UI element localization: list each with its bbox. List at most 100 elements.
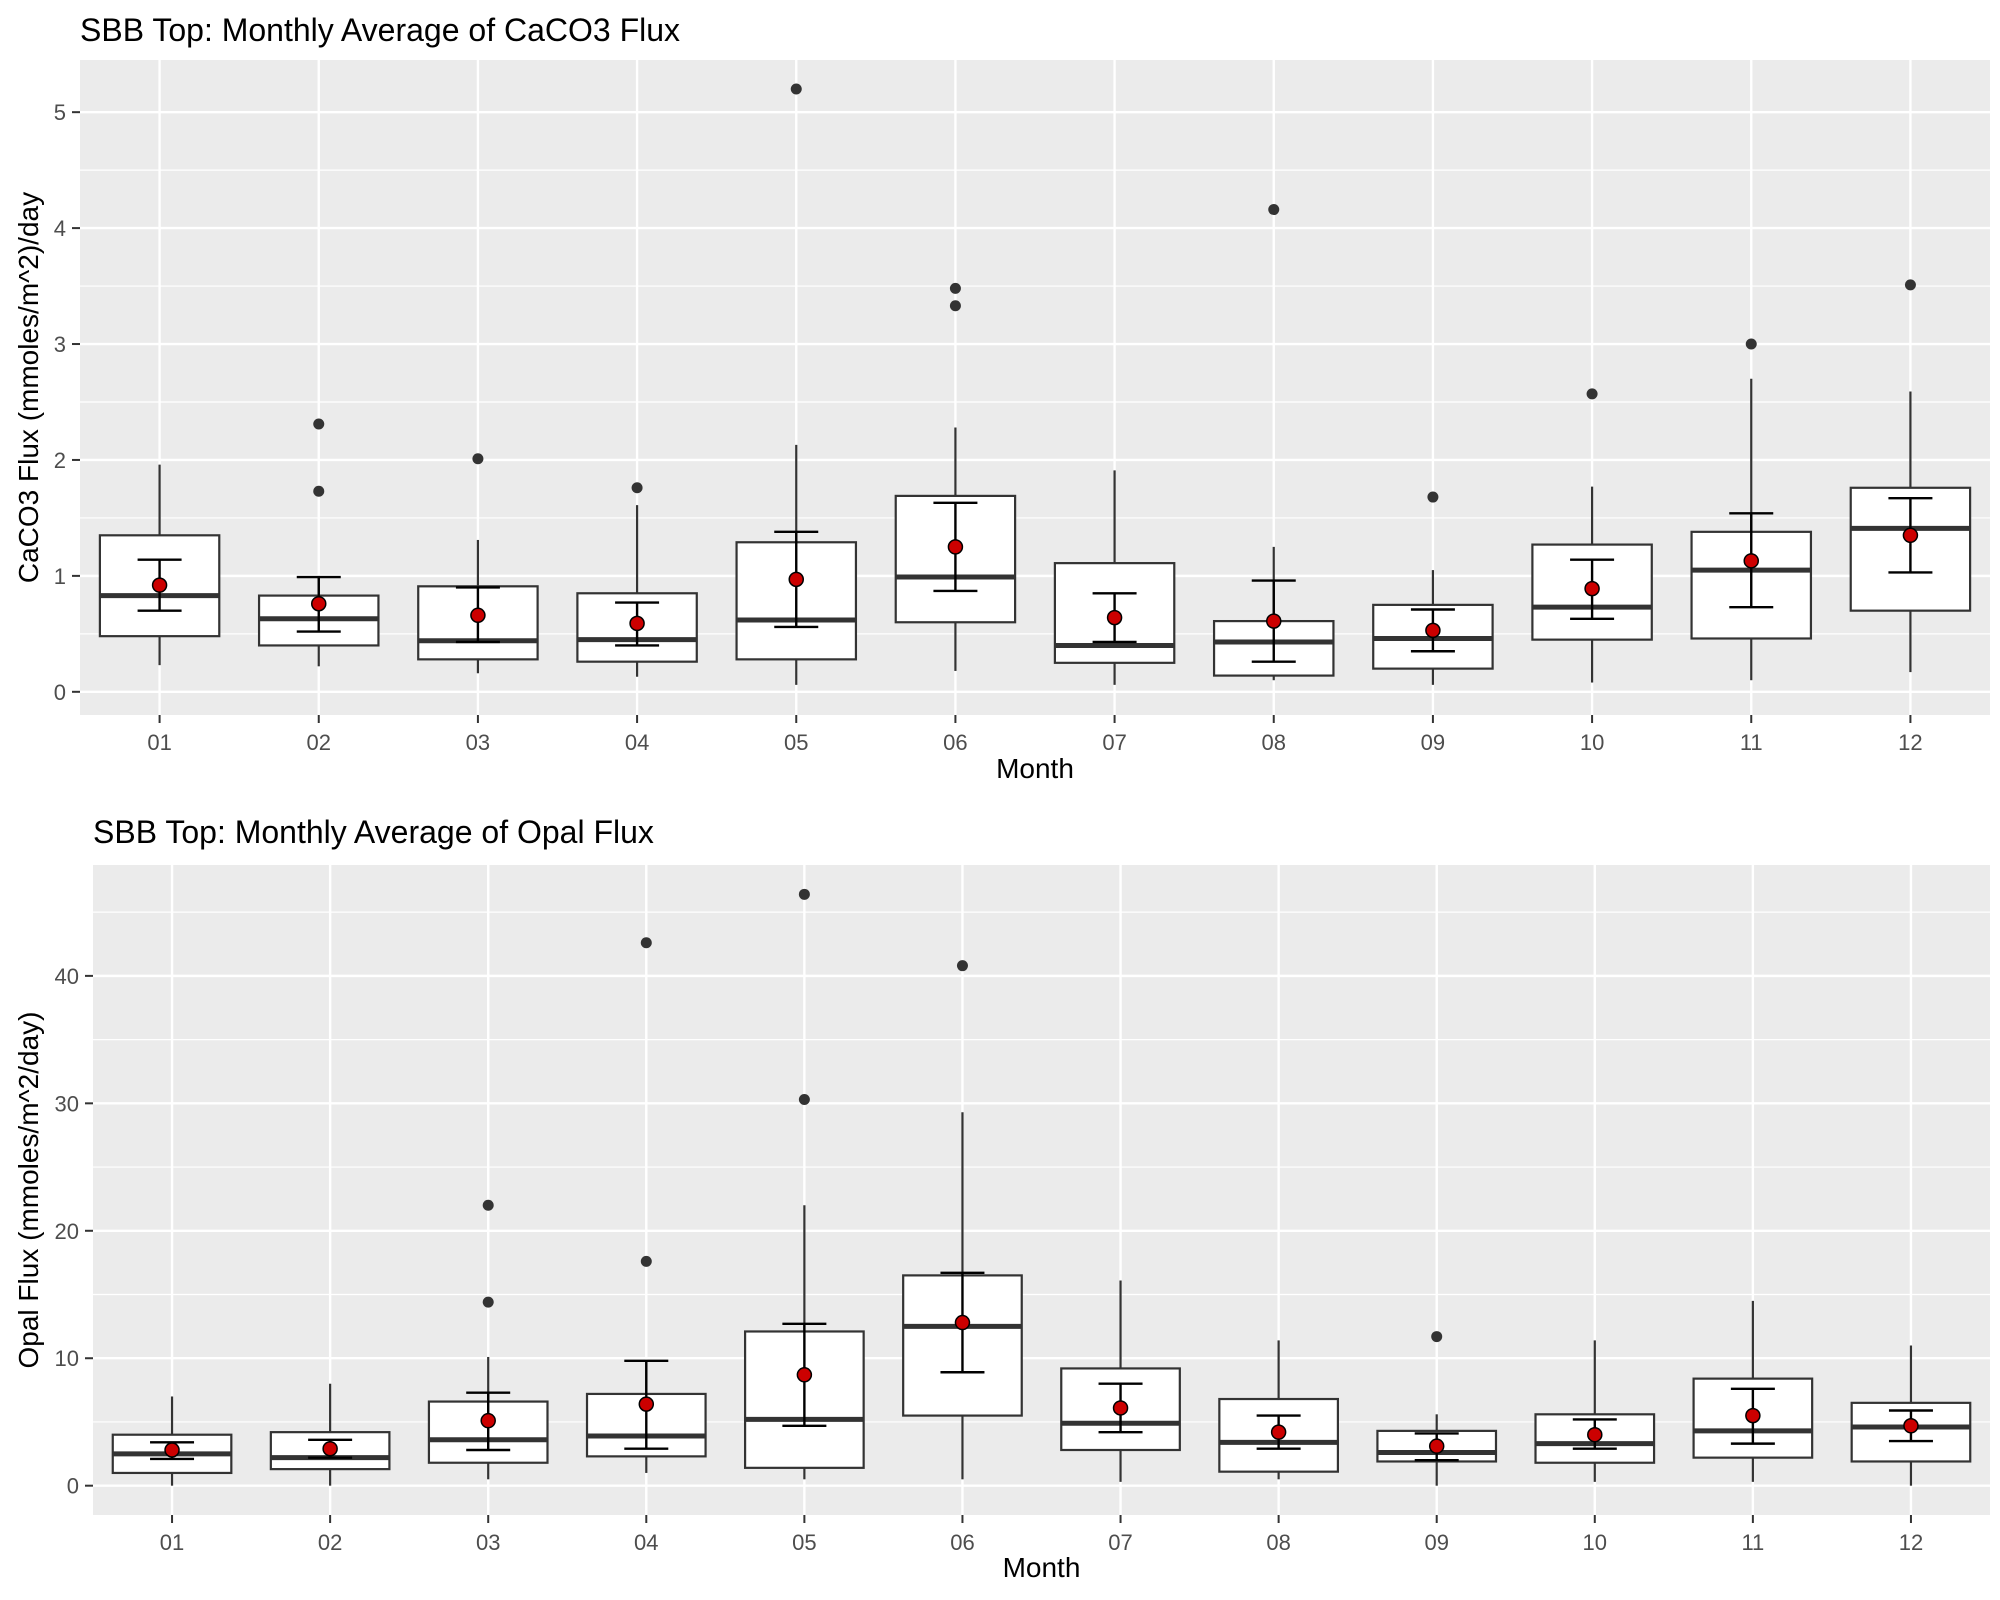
caco3-y-tick-label: 2 [54, 448, 66, 473]
opal-x-tick-label: 06 [950, 1530, 974, 1555]
caco3-outlier-point [472, 453, 484, 465]
opal-y-tick-label: 20 [55, 1219, 79, 1244]
caco3-mean-point [1584, 580, 1600, 597]
caco3-y-axis: 0 1 2 3 4 5 [54, 100, 80, 705]
opal-box-group [1060, 1280, 1181, 1482]
caco3-mean-point [1425, 622, 1441, 639]
caco3-mean-point [151, 577, 168, 593]
caco3-outlier-point [1745, 338, 1757, 350]
opal-mean-point [1112, 1400, 1129, 1416]
caco3-x-tick-label: 09 [1421, 730, 1445, 755]
caco3-x-tick-label: 07 [1102, 730, 1126, 755]
caco3-box-group [257, 418, 380, 667]
caco3-mean-point [1266, 613, 1282, 629]
opal-box-group [1218, 1340, 1340, 1480]
opal-x-tick-label: 08 [1266, 1530, 1290, 1555]
opal-x-tick-label: 01 [160, 1530, 184, 1555]
caco3-x-tick-label: 10 [1580, 730, 1604, 755]
opal-mean-point [164, 1442, 180, 1458]
caco3-plot-panel [80, 60, 1990, 715]
opal-marks [111, 888, 1972, 1486]
opal-mean-point [1745, 1407, 1761, 1424]
caco3-y-tick-label: 0 [54, 680, 66, 705]
opal-outlier-point [640, 937, 652, 949]
caco3-box-group [98, 464, 221, 666]
opal-x-tick-label: 11 [1741, 1530, 1764, 1555]
opal-mean-point [480, 1412, 496, 1429]
caco3-chart-title: SBB Top: Monthly Average of CaCO3 Flux [80, 12, 680, 48]
caco3-mean-point [629, 615, 645, 632]
caco3-outlier-point [1268, 204, 1280, 216]
caco3-outlier-point [313, 485, 325, 497]
caco3-mean-point [1902, 527, 1919, 544]
caco3-x-tick-label: 06 [943, 730, 967, 755]
opal-outlier-point [798, 888, 810, 900]
caco3-chart: SBB Top: Monthly Average of CaCO3 Flux 0… [13, 12, 1990, 784]
opal-outlier-point [482, 1296, 494, 1308]
opal-box-group [585, 937, 707, 1473]
opal-outlier-point [640, 1255, 652, 1267]
caco3-x-axis: 01 02 03 04 05 06 07 08 09 10 11 12 [147, 715, 1923, 755]
opal-x-tick-label: 09 [1424, 1530, 1448, 1555]
opal-y-tick-label: 40 [55, 964, 79, 989]
caco3-outlier-point [313, 418, 325, 430]
opal-x-tick-label: 07 [1108, 1530, 1132, 1555]
opal-x-tick-label: 02 [318, 1530, 342, 1555]
opal-box-group [427, 1199, 549, 1480]
opal-box-group [902, 960, 1023, 1480]
caco3-outlier-point [1427, 491, 1439, 503]
opal-mean-point [954, 1314, 971, 1331]
opal-mean-point [1428, 1438, 1445, 1454]
caco3-box-group [576, 482, 698, 677]
opal-mean-point [638, 1396, 655, 1412]
caco3-outlier-point [949, 282, 961, 294]
opal-box-group [1376, 1331, 1498, 1486]
caco3-y-axis-title: CaCO3 Flux (mmoles/m^2)/day [13, 192, 44, 583]
caco3-outlier-point [790, 83, 802, 95]
opal-outlier-point [956, 960, 968, 972]
opal-box-group [1850, 1345, 1972, 1486]
opal-y-axis: 0 10 20 30 40 [55, 964, 93, 1499]
caco3-outlier-point [631, 482, 643, 494]
opal-y-axis-title: Opal Flux (mmoles/m^2/day) [13, 1012, 44, 1369]
opal-box-group [111, 1396, 233, 1486]
caco3-outlier-point [949, 300, 961, 312]
caco3-box-group [1372, 491, 1494, 685]
opal-x-tick-label: 12 [1899, 1530, 1923, 1555]
opal-y-tick-label: 30 [55, 1091, 79, 1116]
caco3-mean-point [1743, 553, 1759, 569]
opal-y-tick-label: 10 [55, 1346, 79, 1371]
caco3-mean-point [311, 595, 327, 612]
opal-mean-point [796, 1367, 813, 1383]
caco3-mean-point [1106, 609, 1123, 626]
opal-box-group [1692, 1300, 1814, 1482]
opal-outlier-point [798, 1094, 810, 1106]
opal-box-group [269, 1383, 391, 1486]
opal-x-tick-label: 03 [476, 1530, 500, 1555]
opal-x-tick-label: 05 [792, 1530, 816, 1555]
opal-mean-point [322, 1440, 338, 1457]
caco3-y-tick-label: 3 [54, 332, 66, 357]
caco3-box-group [735, 83, 858, 685]
caco3-x-tick-label: 12 [1898, 730, 1922, 755]
caco3-outlier-point [1586, 388, 1598, 400]
caco3-y-tick-label: 5 [54, 100, 66, 125]
caco3-box-group [1053, 470, 1176, 685]
caco3-x-tick-label: 03 [466, 730, 490, 755]
opal-mean-point [1903, 1418, 1919, 1434]
caco3-x-axis-title: Month [996, 753, 1074, 784]
caco3-x-tick-label: 05 [784, 730, 808, 755]
opal-box-group [1534, 1340, 1656, 1482]
caco3-box-group [1849, 279, 1972, 673]
opal-chart: SBB Top: Monthly Average of Opal Flux 01… [13, 814, 1990, 1583]
opal-y-tick-label: 0 [67, 1474, 79, 1499]
caco3-box-group [894, 282, 1017, 671]
caco3-mean-point [788, 571, 804, 588]
caco3-x-tick-label: 02 [307, 730, 331, 755]
caco3-x-tick-label: 11 [1740, 730, 1763, 755]
caco3-box-group [1212, 204, 1335, 681]
opal-mean-point [1587, 1426, 1603, 1443]
caco3-y-tick-label: 4 [54, 216, 66, 241]
caco3-box-group [1690, 338, 1813, 681]
caco3-y-tick-label: 1 [54, 564, 66, 589]
